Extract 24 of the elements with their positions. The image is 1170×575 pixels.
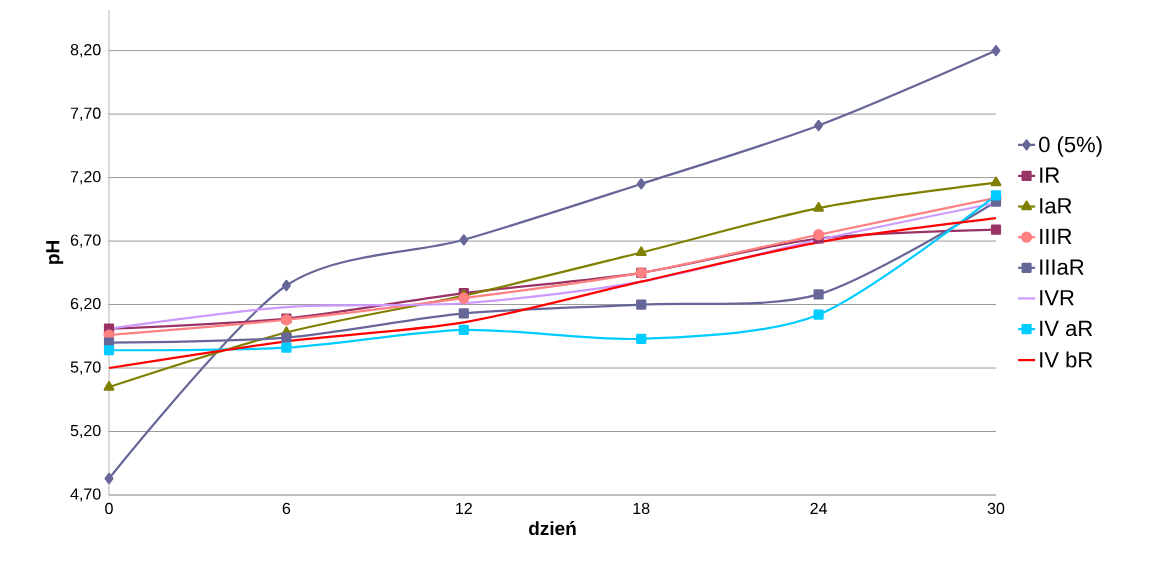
- x-tick-label: 6: [282, 502, 291, 515]
- x-tick-label: 12: [456, 502, 472, 514]
- x-tick-label: 18: [633, 502, 650, 515]
- y-tick-label: 7,70: [70, 107, 101, 121]
- x-tick-label: 0: [105, 502, 113, 515]
- y-tick-label: 7,20: [70, 170, 101, 185]
- y-tick-label: 8,20: [70, 44, 101, 58]
- legend-label: IIIR: [1040, 228, 1072, 244]
- x-axis-title: dzień: [529, 520, 576, 536]
- legend-label: IV aR: [1040, 320, 1093, 337]
- y-tick-label: 6,70: [70, 234, 101, 248]
- y-tick-label: 6,20: [70, 297, 101, 312]
- y-tick-label: 5,70: [70, 361, 101, 375]
- y-tick-label: 5,20: [70, 424, 101, 439]
- legend-label: IaR: [1040, 198, 1072, 214]
- legend-label: IV bR: [1040, 351, 1093, 368]
- y-tick-label: 4,70: [70, 488, 101, 502]
- legend-label: IVR: [1040, 290, 1074, 306]
- x-tick-label: 24: [810, 502, 828, 514]
- y-axis-title: pH: [46, 241, 64, 264]
- legend-label: IIIaR: [1040, 259, 1084, 275]
- legend-label: 0 (5%): [1039, 136, 1102, 157]
- legend-label: IR: [1040, 167, 1060, 183]
- x-tick-label: 30: [987, 502, 1005, 515]
